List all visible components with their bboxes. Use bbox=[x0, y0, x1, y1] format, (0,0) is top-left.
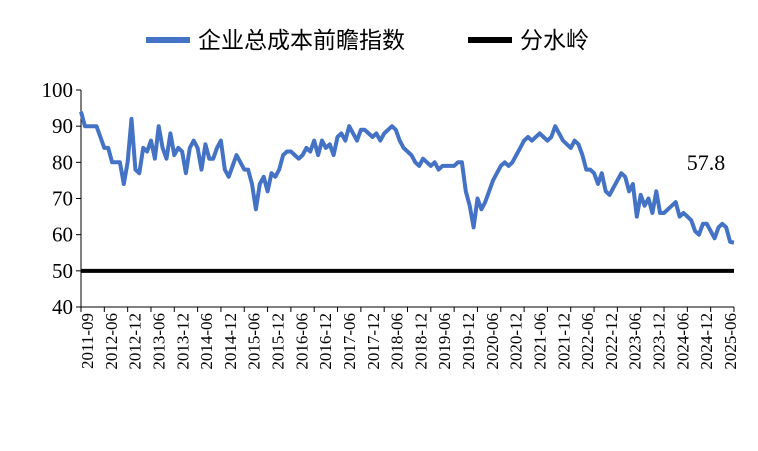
legend: 企业总成本前瞻指数 分水岭 bbox=[146, 28, 589, 54]
x-tick-label: 2020-12 bbox=[507, 313, 526, 370]
y-tick-label: 40 bbox=[52, 295, 73, 319]
x-tick-label: 2016-06 bbox=[292, 313, 311, 370]
x-tick-label: 2012-12 bbox=[126, 313, 145, 370]
x-tick-label: 2012-06 bbox=[102, 313, 121, 370]
x-tick-label: 2023-06 bbox=[626, 313, 645, 370]
cost-index-line bbox=[79, 111, 735, 245]
end-value-label: 57.8 bbox=[687, 150, 726, 175]
x-tick-label: 2017-12 bbox=[364, 313, 383, 370]
y-tick-label: 100 bbox=[42, 78, 74, 102]
y-axis: 40 50 60 70 80 90 100 bbox=[42, 78, 82, 319]
x-tick-label: 2016-12 bbox=[316, 313, 335, 370]
y-tick-label: 90 bbox=[52, 114, 73, 138]
x-tick-label: 2022-06 bbox=[578, 313, 597, 370]
x-tick-label: 2018-06 bbox=[388, 313, 407, 370]
x-tick-label: 2021-12 bbox=[554, 313, 573, 370]
x-tick-label: 2022-12 bbox=[602, 313, 621, 370]
y-tick-label: 50 bbox=[52, 259, 73, 283]
x-tick-label: 2015-06 bbox=[245, 313, 264, 370]
x-tick-label: 2013-06 bbox=[149, 313, 168, 370]
x-tick-label: 2015-12 bbox=[269, 313, 288, 370]
x-tick-label: 2019-12 bbox=[459, 313, 478, 370]
x-tick-label: 2011-09 bbox=[78, 313, 97, 369]
x-tick-label: 2014-06 bbox=[197, 313, 216, 370]
x-axis: 2011-09 2012-06 2012-12 2013-06 2013-12 2014-… bbox=[78, 306, 740, 370]
x-tick-label: 2021-06 bbox=[530, 313, 549, 370]
x-tick-label: 2018-12 bbox=[411, 313, 430, 370]
x-tick-label: 2014-12 bbox=[221, 313, 240, 370]
y-tick-label: 60 bbox=[52, 223, 73, 247]
x-tick-label: 2024-06 bbox=[673, 313, 692, 370]
y-tick-label: 80 bbox=[52, 150, 73, 174]
x-tick-label: 2017-06 bbox=[340, 313, 359, 370]
x-tick-label: 2023-12 bbox=[650, 313, 669, 370]
x-tick-label: 2013-12 bbox=[173, 313, 192, 370]
x-tick-label: 2024-12 bbox=[697, 313, 716, 370]
legend-label-cost-index: 企业总成本前瞻指数 bbox=[198, 28, 405, 54]
x-tick-label: 2025-06 bbox=[721, 313, 740, 370]
y-tick-label: 70 bbox=[52, 187, 73, 211]
x-tick-label: 2019-06 bbox=[435, 313, 454, 370]
x-tick-label: 2020-06 bbox=[483, 313, 502, 370]
legend-label-watershed: 分水岭 bbox=[520, 28, 589, 54]
plot-area bbox=[79, 111, 735, 273]
